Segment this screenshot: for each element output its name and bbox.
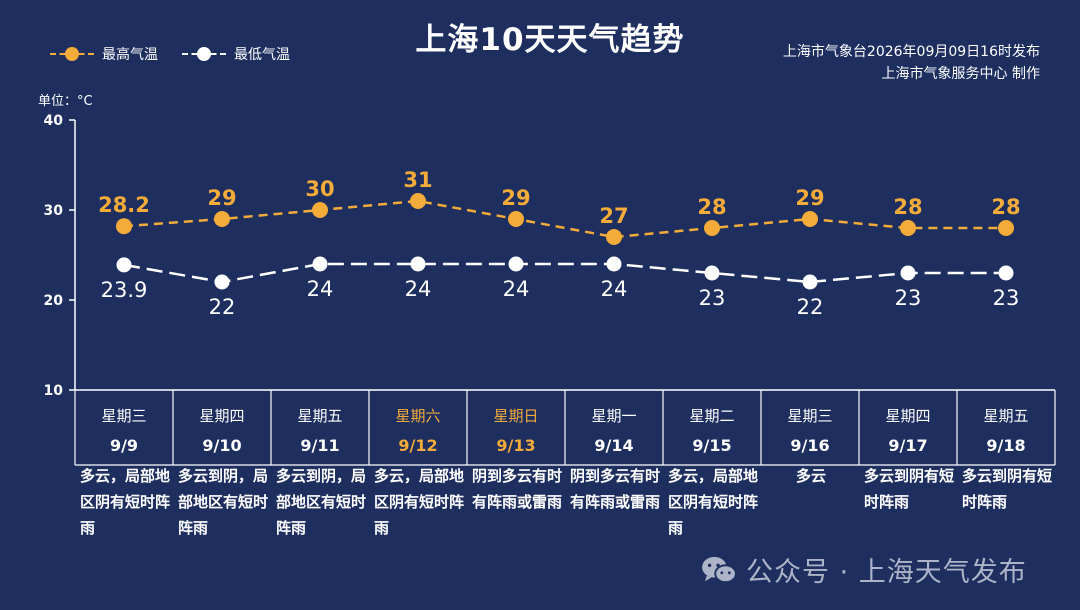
weather-description: 阴到多云有时有阵雨或雷雨: [472, 467, 563, 511]
data-label-high: 29: [501, 186, 530, 210]
date-label: 9/17: [888, 436, 927, 455]
data-point-low: [998, 265, 1014, 281]
issuer-info: 上海市气象台2026年09月09日16时发布 上海市气象服务中心 制作: [783, 41, 1040, 85]
weather-description: 多云: [795, 467, 826, 485]
data-point-high: [116, 218, 132, 235]
chart-axes: 10 20 30 40: [44, 113, 1055, 399]
y-tick-label: 30: [44, 203, 64, 219]
issuer-line-1: 上海市气象台2026年09月09日16时发布: [782, 44, 1040, 60]
data-label-high: 27: [599, 204, 628, 228]
data-point-low: [312, 256, 328, 272]
data-label-low: 24: [405, 277, 432, 301]
series-lines: [123, 199, 1006, 284]
date-label: 9/16: [790, 436, 829, 455]
data-label-low: 23: [993, 286, 1020, 310]
data-point-low: [704, 265, 720, 281]
date-label: 9/18: [986, 436, 1025, 455]
data-point-high: [214, 211, 230, 227]
y-tick-label: 20: [44, 293, 64, 309]
series-line-low: [123, 262, 1006, 284]
data-labels: 28.2 29 30 31 29 27 28 29 28 28 23.9 22 24 24 24 24 23 22…: [98, 168, 1021, 319]
series-points: [116, 193, 1014, 290]
data-label-low: 22: [797, 295, 824, 319]
data-label-high: 31: [403, 168, 432, 192]
data-label-low: 23: [895, 286, 922, 310]
data-label-low: 22: [209, 295, 236, 319]
weekday-label: 星期四: [885, 407, 930, 425]
data-point-high: [998, 220, 1014, 236]
legend-label-low: 最低气温: [234, 47, 290, 63]
weather-description: 多云到阴有短时阵雨: [864, 467, 955, 511]
weather-description: 多云，局部地区阴有短时阵雨: [374, 467, 465, 537]
wechat-icon: [702, 556, 737, 583]
weekday-label: 星期三: [787, 407, 832, 425]
weekday-label: 星期四: [199, 407, 244, 425]
weather-description: 多云到阴，局部地区有短时阵雨: [178, 467, 269, 537]
watermark: 公众号 · 上海天气发布: [700, 550, 1027, 589]
data-label-high: 29: [795, 186, 824, 210]
data-label-high: 28: [991, 195, 1020, 219]
data-point-low: [214, 274, 230, 290]
data-point-low: [116, 257, 132, 273]
data-point-low: [410, 256, 426, 272]
data-point-low: [900, 265, 916, 281]
data-point-low: [508, 256, 524, 272]
data-point-low: [606, 256, 622, 272]
weekday-label: 星期一: [591, 407, 636, 425]
data-label-low: 24: [307, 277, 334, 301]
data-point-high: [802, 211, 818, 227]
date-label: 9/14: [594, 436, 633, 455]
data-point-low: [802, 274, 818, 290]
data-label-high: 28: [893, 195, 922, 219]
date-label: 9/10: [202, 436, 241, 455]
data-point-high: [410, 193, 426, 209]
y-tick-label: 40: [44, 113, 64, 129]
weather-description: 多云到阴，局部地区有短时阵雨: [276, 467, 367, 537]
weekday-label: 星期五: [983, 407, 1028, 425]
data-label-high: 29: [207, 186, 236, 210]
date-label: 9/15: [692, 436, 731, 455]
chart-title: 上海10天天气趋势: [415, 22, 685, 58]
date-label: 9/13: [496, 436, 535, 455]
weather-description: 多云，局部地区阴有短时阵雨: [668, 467, 759, 537]
watermark-text: 公众号 · 上海天气发布: [746, 557, 1027, 588]
legend-swatch-high: [50, 47, 94, 61]
forecast-table: 星期三 9/9 星期四 9/10 星期五 9/11 星期六 9/12 星期日 9/13 星期一 9/1…: [74, 390, 1056, 466]
weekday-label: 星期三: [101, 407, 146, 425]
date-label: 9/9: [110, 436, 138, 455]
data-label-low: 24: [601, 277, 628, 301]
data-label-low: 24: [503, 277, 530, 301]
issuer-line-2: 上海市气象服务中心 制作: [881, 66, 1040, 82]
data-label-high: 28: [697, 195, 726, 219]
weekday-label: 星期五: [297, 407, 342, 425]
unit-label: 单位：°C: [38, 94, 93, 109]
data-point-high: [900, 220, 916, 236]
series-line-high: [123, 199, 1006, 239]
data-point-high: [606, 229, 622, 245]
legend-swatch-low: [182, 47, 226, 61]
weekday-label: 星期六: [395, 407, 440, 425]
data-point-high: [704, 220, 720, 236]
weekday-label: 星期日: [493, 407, 538, 425]
chart-legend: 最高气温 最低气温: [50, 44, 314, 64]
data-label-high: 28.2: [98, 193, 150, 217]
weather-description: 多云到阴有短时阵雨: [962, 467, 1053, 511]
temperature-chart: 10 20 30 40 星期三 9/9 星期四 9/10 星期五 9/11 星期六 9/12 星期日 9…: [44, 113, 1056, 466]
weather-description: 阴到多云有时有阵雨或雷雨: [570, 467, 661, 511]
date-label: 9/11: [300, 436, 339, 455]
data-label-low: 23.9: [101, 278, 148, 302]
legend-item-high: 最高气温: [50, 44, 158, 64]
legend-item-low: 最低气温: [182, 44, 290, 64]
weather-description: 多云，局部地区阴有短时阵雨: [80, 467, 171, 537]
data-label-low: 23: [699, 286, 726, 310]
data-point-high: [312, 202, 328, 218]
date-label: 9/12: [398, 436, 437, 455]
weekday-label: 星期二: [689, 407, 734, 425]
data-point-high: [508, 211, 524, 227]
data-label-high: 30: [305, 177, 334, 201]
y-tick-label: 10: [44, 383, 64, 399]
legend-label-high: 最高气温: [102, 47, 158, 63]
